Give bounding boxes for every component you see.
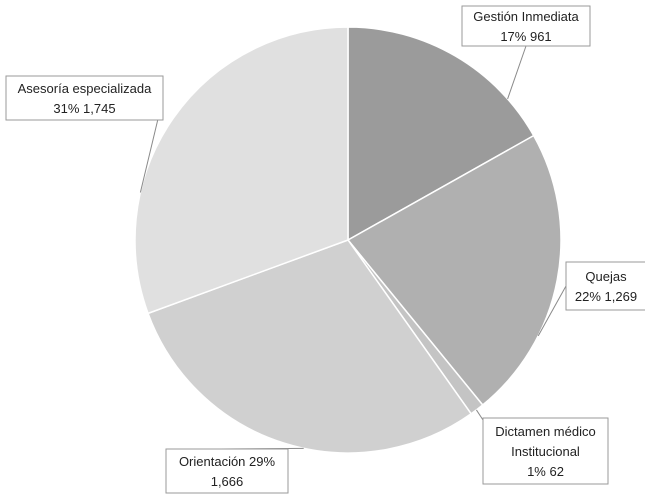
slice-label-2: Dictamen médico Institucional 1% 62 bbox=[482, 417, 609, 485]
slice-labels: Gestión Inmediata 17% 961 Quejas 22% 1,269 D… bbox=[5, 5, 645, 494]
slice-label-4: Asesoría especializada 31% 1,745 bbox=[5, 75, 164, 121]
slice-label-line-2-0: Dictamen médico bbox=[495, 424, 595, 439]
leader-line-0 bbox=[507, 45, 527, 100]
slice-label-line-3-1: 1,666 bbox=[211, 474, 244, 489]
slice-label-line-3-0: Orientación 29% bbox=[179, 454, 276, 469]
slice-label-line-4-1: 31% 1,745 bbox=[53, 101, 115, 116]
pie-slice-4 bbox=[134, 26, 349, 315]
slice-label-line-4-0: Asesoría especializada bbox=[18, 81, 152, 96]
slice-label-1: Quejas 22% 1,269 bbox=[565, 261, 645, 311]
slice-label-line-0-1: 17% 961 bbox=[500, 29, 551, 44]
slice-label-box-2 bbox=[482, 417, 609, 485]
leader-line-1 bbox=[537, 285, 567, 337]
slice-label-line-0-0: Gestión Inmediata bbox=[473, 9, 579, 24]
slice-label-line-2-1: Institucional bbox=[511, 444, 580, 459]
pie-slice-1 bbox=[346, 134, 562, 407]
pie-slice-3 bbox=[147, 239, 473, 454]
slice-label-line-1-1: 22% 1,269 bbox=[575, 289, 637, 304]
slice-label-box-3 bbox=[165, 448, 289, 494]
slice-label-line-2-2: 1% 62 bbox=[527, 464, 564, 479]
slice-label-0: Gestión Inmediata 17% 961 bbox=[461, 5, 591, 47]
slice-label-box-4 bbox=[5, 75, 164, 121]
pie-slices bbox=[134, 26, 562, 454]
pie-slice-0 bbox=[347, 26, 535, 242]
slice-label-line-1-0: Quejas bbox=[585, 269, 627, 284]
slice-label-3: Orientación 29% 1,666 bbox=[165, 448, 289, 494]
slice-label-box-1 bbox=[565, 261, 645, 311]
slice-label-box-0 bbox=[461, 5, 591, 47]
leader-line-2 bbox=[476, 409, 484, 421]
